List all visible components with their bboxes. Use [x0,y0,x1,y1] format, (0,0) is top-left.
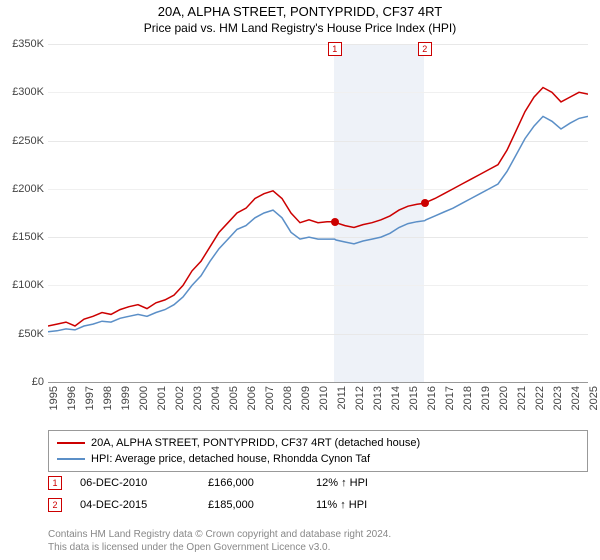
page-subtitle: Price paid vs. HM Land Registry's House … [0,19,600,35]
event-date: 06-DEC-2010 [80,477,190,489]
x-axis-label: 2003 [192,386,204,410]
x-axis-label: 2002 [174,386,186,410]
x-axis-label: 2010 [318,386,330,410]
event-marker: 2 [48,498,62,512]
x-axis-label: 2011 [336,386,348,410]
x-axis-label: 2025 [588,386,600,410]
footer-line2: This data is licensed under the Open Gov… [48,541,391,554]
x-axis-label: 2015 [408,386,420,410]
y-axis-label: £0 [32,376,44,388]
x-axis-label: 2022 [534,386,546,410]
x-axis-label: 2014 [390,386,402,410]
footer-line1: Contains HM Land Registry data © Crown c… [48,528,391,541]
x-axis-label: 2019 [480,386,492,410]
legend-label: HPI: Average price, detached house, Rhon… [91,453,370,465]
x-axis-label: 2007 [264,386,276,410]
x-axis-label: 2017 [444,386,456,410]
x-axis-label: 1995 [48,386,60,410]
x-axis-label: 2020 [498,386,510,410]
x-axis-label: 1997 [84,386,96,410]
event-price: £185,000 [208,499,298,511]
y-axis-label: £150K [12,231,44,243]
x-axis-label: 2000 [138,386,150,410]
x-axis-label: 2012 [354,386,366,410]
x-axis-label: 2004 [210,386,222,410]
event-row: 1 06-DEC-2010 £166,000 12% ↑ HPI [48,472,368,494]
x-axis-label: 1999 [120,386,132,410]
legend-label: 20A, ALPHA STREET, PONTYPRIDD, CF37 4RT … [91,437,420,449]
chart: £0£50K£100K£150K£200K£250K£300K£350K1995… [48,44,588,382]
event-price: £166,000 [208,477,298,489]
x-axis-label: 2016 [426,386,438,410]
x-axis-label: 2006 [246,386,258,410]
gridline-h [48,382,588,383]
x-axis-label: 1998 [102,386,114,410]
legend-item: 20A, ALPHA STREET, PONTYPRIDD, CF37 4RT … [57,435,579,451]
x-axis-label: 2021 [516,386,528,410]
x-axis-label: 2009 [300,386,312,410]
y-axis-label: £50K [18,328,44,340]
x-axis-label: 2023 [552,386,564,410]
legend-item: HPI: Average price, detached house, Rhon… [57,451,579,467]
x-axis-label: 2018 [462,386,474,410]
event-row: 2 04-DEC-2015 £185,000 11% ↑ HPI [48,494,368,516]
x-axis-label: 2005 [228,386,240,410]
y-axis-label: £100K [12,279,44,291]
x-axis-label: 2008 [282,386,294,410]
chart-lines [48,44,588,382]
x-axis-label: 2024 [570,386,582,410]
events-table: 1 06-DEC-2010 £166,000 12% ↑ HPI 2 04-DEC-201… [48,472,368,516]
legend: 20A, ALPHA STREET, PONTYPRIDD, CF37 4RT … [48,430,588,472]
y-axis-label: £300K [12,86,44,98]
event-delta: 12% ↑ HPI [316,477,368,489]
legend-swatch [57,442,85,444]
y-axis-label: £250K [12,135,44,147]
y-axis-label: £200K [12,183,44,195]
x-axis-label: 1996 [66,386,78,410]
event-delta: 11% ↑ HPI [316,499,367,511]
footer: Contains HM Land Registry data © Crown c… [48,528,391,554]
x-axis-label: 2001 [156,386,168,410]
series-property [48,88,588,327]
event-date: 04-DEC-2015 [80,499,190,511]
page-title: 20A, ALPHA STREET, PONTYPRIDD, CF37 4RT [0,0,600,19]
legend-swatch [57,458,85,460]
x-axis-label: 2013 [372,386,384,410]
y-axis-label: £350K [12,38,44,50]
event-marker: 1 [48,476,62,490]
